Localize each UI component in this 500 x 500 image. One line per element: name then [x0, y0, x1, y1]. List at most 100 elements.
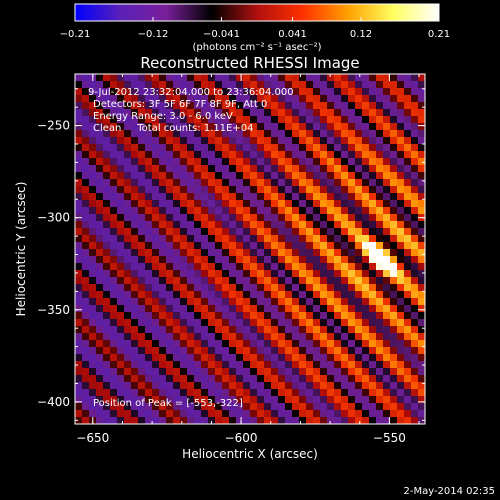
heatmap-cell — [334, 193, 342, 201]
heatmap-cell — [215, 151, 223, 159]
heatmap-cell — [271, 109, 279, 117]
heatmap-cell — [159, 291, 167, 299]
heatmap-cell — [362, 207, 370, 215]
heatmap-cell — [306, 354, 314, 362]
heatmap-cell — [334, 207, 342, 215]
heatmap-cell — [124, 151, 132, 159]
heatmap-cell — [201, 298, 209, 306]
heatmap-cell — [411, 298, 419, 306]
heatmap-cell — [355, 193, 363, 201]
heatmap-cell — [103, 95, 111, 103]
heatmap-cell — [369, 256, 377, 264]
heatmap-cell — [236, 95, 244, 103]
heatmap-cell — [82, 361, 90, 369]
heatmap-cell — [187, 389, 195, 397]
heatmap-cell — [313, 193, 321, 201]
heatmap-cell — [250, 326, 258, 334]
heatmap-cell — [82, 186, 90, 194]
heatmap-cell — [369, 200, 377, 208]
heatmap-cell — [257, 88, 265, 96]
heatmap-cell — [173, 284, 181, 292]
heatmap-cell — [75, 396, 83, 404]
heatmap-cell — [180, 382, 188, 390]
heatmap-cell — [250, 235, 258, 243]
heatmap-cell — [208, 249, 216, 257]
heatmap-cell — [341, 333, 349, 341]
heatmap-cell — [327, 158, 335, 166]
heatmap-cell — [390, 403, 398, 411]
heatmap-cell — [313, 333, 321, 341]
heatmap-cell — [369, 396, 377, 404]
heatmap-cell — [222, 221, 230, 229]
heatmap-cell — [75, 375, 83, 383]
heatmap-cell — [138, 144, 146, 152]
heatmap-cell — [89, 326, 97, 334]
heatmap-cell — [355, 312, 363, 320]
heatmap-cell — [397, 116, 405, 124]
heatmap-cell — [313, 368, 321, 376]
heatmap-cell — [348, 207, 356, 215]
heatmap-cell — [313, 235, 321, 243]
heatmap-cell — [159, 186, 167, 194]
heatmap-cell — [355, 410, 363, 418]
heatmap-cell — [243, 284, 251, 292]
heatmap-cell — [271, 179, 279, 187]
heatmap-cell — [145, 396, 153, 404]
heatmap-cell — [411, 186, 419, 194]
heatmap-cell — [145, 102, 153, 110]
heatmap-cell — [257, 340, 265, 348]
heatmap-cell — [110, 109, 118, 117]
heatmap-cell — [418, 284, 425, 292]
heatmap-cell — [306, 102, 314, 110]
heatmap-cell — [201, 382, 209, 390]
heatmap-cell — [250, 88, 258, 96]
heatmap-cell — [313, 165, 321, 173]
heatmap-cell — [355, 263, 363, 271]
heatmap-cell — [285, 193, 293, 201]
heatmap-cell — [341, 123, 349, 131]
heatmap-cell — [264, 284, 272, 292]
heatmap-cell — [418, 375, 425, 383]
heatmap-cell — [152, 165, 160, 173]
heatmap-cell — [159, 319, 167, 327]
heatmap-cell — [194, 375, 202, 383]
heatmap-cell — [376, 403, 384, 411]
heatmap-cell — [292, 270, 300, 278]
heatmap-cell — [159, 88, 167, 96]
heatmap-cell — [222, 193, 230, 201]
heatmap-cell — [145, 291, 153, 299]
heatmap-cell — [103, 81, 111, 89]
heatmap-cell — [299, 102, 307, 110]
heatmap-cell — [264, 389, 272, 397]
heatmap-cell — [222, 179, 230, 187]
heatmap-cell — [96, 263, 104, 271]
heatmap-cell — [103, 109, 111, 117]
heatmap-cell — [411, 172, 419, 180]
heatmap-cell — [82, 277, 90, 285]
heatmap-cell — [117, 326, 125, 334]
heatmap-cell — [75, 305, 83, 313]
heatmap-cell — [292, 305, 300, 313]
heatmap-cell — [299, 144, 307, 152]
heatmap-cell — [166, 389, 174, 397]
heatmap-cell — [362, 347, 370, 355]
heatmap-cell — [383, 263, 391, 271]
heatmap-cell — [236, 396, 244, 404]
heatmap-cell — [180, 221, 188, 229]
heatmap-cell — [215, 214, 223, 222]
heatmap-cell — [418, 130, 425, 138]
heatmap-cell — [166, 361, 174, 369]
heatmap-cell — [257, 207, 265, 215]
heatmap-cell — [362, 144, 370, 152]
heatmap-cell — [355, 214, 363, 222]
heatmap-cell — [306, 277, 314, 285]
heatmap-cell — [124, 410, 132, 418]
heatmap-cell — [215, 186, 223, 194]
heatmap-cell — [138, 354, 146, 362]
heatmap-cell — [404, 214, 412, 222]
heatmap-cell — [75, 221, 83, 229]
heatmap-cell — [411, 81, 419, 89]
heatmap-cell — [124, 144, 132, 152]
heatmap-cell — [208, 298, 216, 306]
heatmap-cell — [229, 263, 237, 271]
